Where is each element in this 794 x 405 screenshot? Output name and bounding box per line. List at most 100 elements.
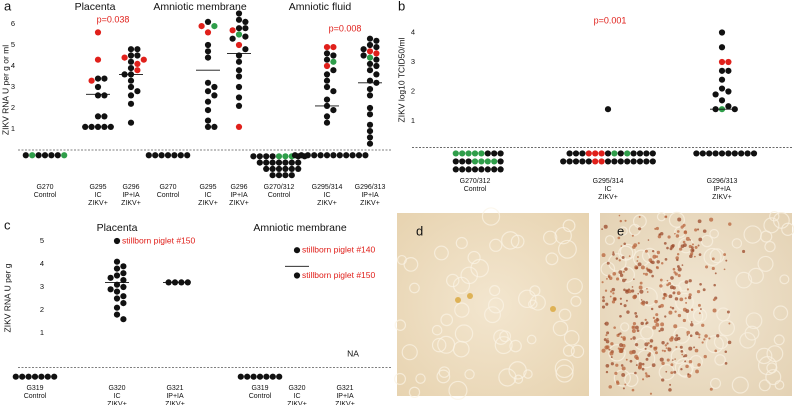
x-tick-label: G296 <box>230 184 247 191</box>
stain-granule <box>689 239 692 241</box>
cell-outline <box>513 374 524 384</box>
stain-granule <box>668 388 672 392</box>
cell-outline <box>498 368 517 387</box>
cell-outline <box>731 376 749 394</box>
data-dot <box>725 103 732 110</box>
data-dot <box>198 23 205 30</box>
stain-granule <box>617 347 620 350</box>
cell-outline <box>509 339 522 353</box>
data-dot <box>731 150 738 157</box>
stain-granule <box>688 346 693 351</box>
stain-granule <box>663 241 667 245</box>
data-dot <box>113 311 121 318</box>
stain-granule <box>728 222 732 226</box>
data-dot <box>465 166 472 173</box>
x-tick-label: ZIKV+ <box>121 200 141 207</box>
stain-granule <box>634 311 638 315</box>
stain-granule <box>601 305 606 309</box>
stain-granule <box>607 338 609 340</box>
stain-granule <box>672 286 676 290</box>
data-dot <box>699 150 706 157</box>
x-tick-label: G320 <box>288 385 305 392</box>
data-dot <box>295 165 302 172</box>
cell-outline <box>766 362 778 374</box>
stain-granule <box>688 279 692 283</box>
stain-granule <box>695 331 699 336</box>
stain-granule <box>607 274 611 278</box>
stain-granule <box>699 308 702 310</box>
stain-granule <box>659 357 664 362</box>
stain-granule <box>631 286 634 288</box>
data-dot <box>242 25 249 32</box>
data-dot <box>134 88 141 95</box>
cell-outline <box>739 332 756 349</box>
stain-granule <box>605 302 609 306</box>
y-tick-label: 1 <box>11 124 15 133</box>
x-tick-label: ZIKV+ <box>335 401 355 405</box>
x-tick-label: G295 <box>89 184 106 191</box>
data-dot <box>366 121 374 128</box>
cell-outline <box>440 313 454 327</box>
x-tick-label: G295/314 <box>593 178 624 185</box>
data-dot <box>204 41 212 49</box>
stain-granule <box>637 242 640 245</box>
x-tick-label: G270/312 <box>264 184 295 191</box>
data-dot <box>250 373 257 380</box>
data-dot <box>288 159 295 166</box>
x-tick-label: ZIKV+ <box>229 200 249 207</box>
y-axis-label: ZIKV RNA U per g <box>2 263 12 332</box>
data-dot <box>323 71 331 78</box>
stain-granule <box>670 244 675 249</box>
x-tick-label: Control <box>24 393 47 400</box>
data-dot <box>229 35 236 42</box>
stain-granule <box>641 367 645 371</box>
stain-granule <box>615 257 619 260</box>
cell-outline <box>448 380 468 401</box>
data-dot <box>269 172 276 179</box>
cell-outline <box>604 235 615 246</box>
stain-granule <box>635 266 638 270</box>
stain-granule <box>610 356 613 359</box>
stain-granule <box>650 307 654 311</box>
data-dot <box>127 100 135 107</box>
data-dot <box>291 152 299 159</box>
data-dot <box>491 158 498 165</box>
data-dot <box>725 150 732 157</box>
data-dot <box>343 152 350 159</box>
stain-granule <box>697 363 701 367</box>
data-dot <box>617 150 624 157</box>
stain-granule <box>645 322 648 325</box>
dot-annotation: stillborn piglet #140 <box>302 244 376 254</box>
stain-granule <box>629 350 634 355</box>
data-dot <box>491 166 498 173</box>
stain-granule <box>620 245 623 247</box>
stain-granule <box>642 378 645 381</box>
stain-granule <box>691 243 695 246</box>
data-dot <box>323 152 331 159</box>
data-dot <box>452 166 459 173</box>
data-dot <box>497 150 504 157</box>
stain-granule <box>644 249 648 253</box>
stain-granule <box>668 294 673 299</box>
x-tick-label: IP+IA <box>122 192 140 199</box>
stain-granule <box>641 362 645 366</box>
stain-granule <box>638 285 643 290</box>
cell-outline <box>436 369 451 384</box>
x-tick-label: G270 <box>159 184 176 191</box>
data-dot <box>366 41 374 49</box>
data-dot <box>282 153 289 160</box>
data-dot <box>275 172 283 179</box>
x-tick-label: G295 <box>199 184 216 191</box>
stain-granule <box>613 326 616 329</box>
x-tick-label: IC <box>205 192 212 199</box>
stain-granule <box>611 287 616 292</box>
stain-granule <box>686 330 691 335</box>
stain-granule <box>694 255 696 258</box>
data-dot <box>349 152 356 159</box>
data-dot <box>120 277 127 284</box>
data-dot <box>452 158 459 165</box>
data-dot <box>127 83 135 91</box>
stain-granule <box>680 244 685 249</box>
yellow-spot <box>455 297 461 303</box>
stain-granule <box>697 303 701 307</box>
